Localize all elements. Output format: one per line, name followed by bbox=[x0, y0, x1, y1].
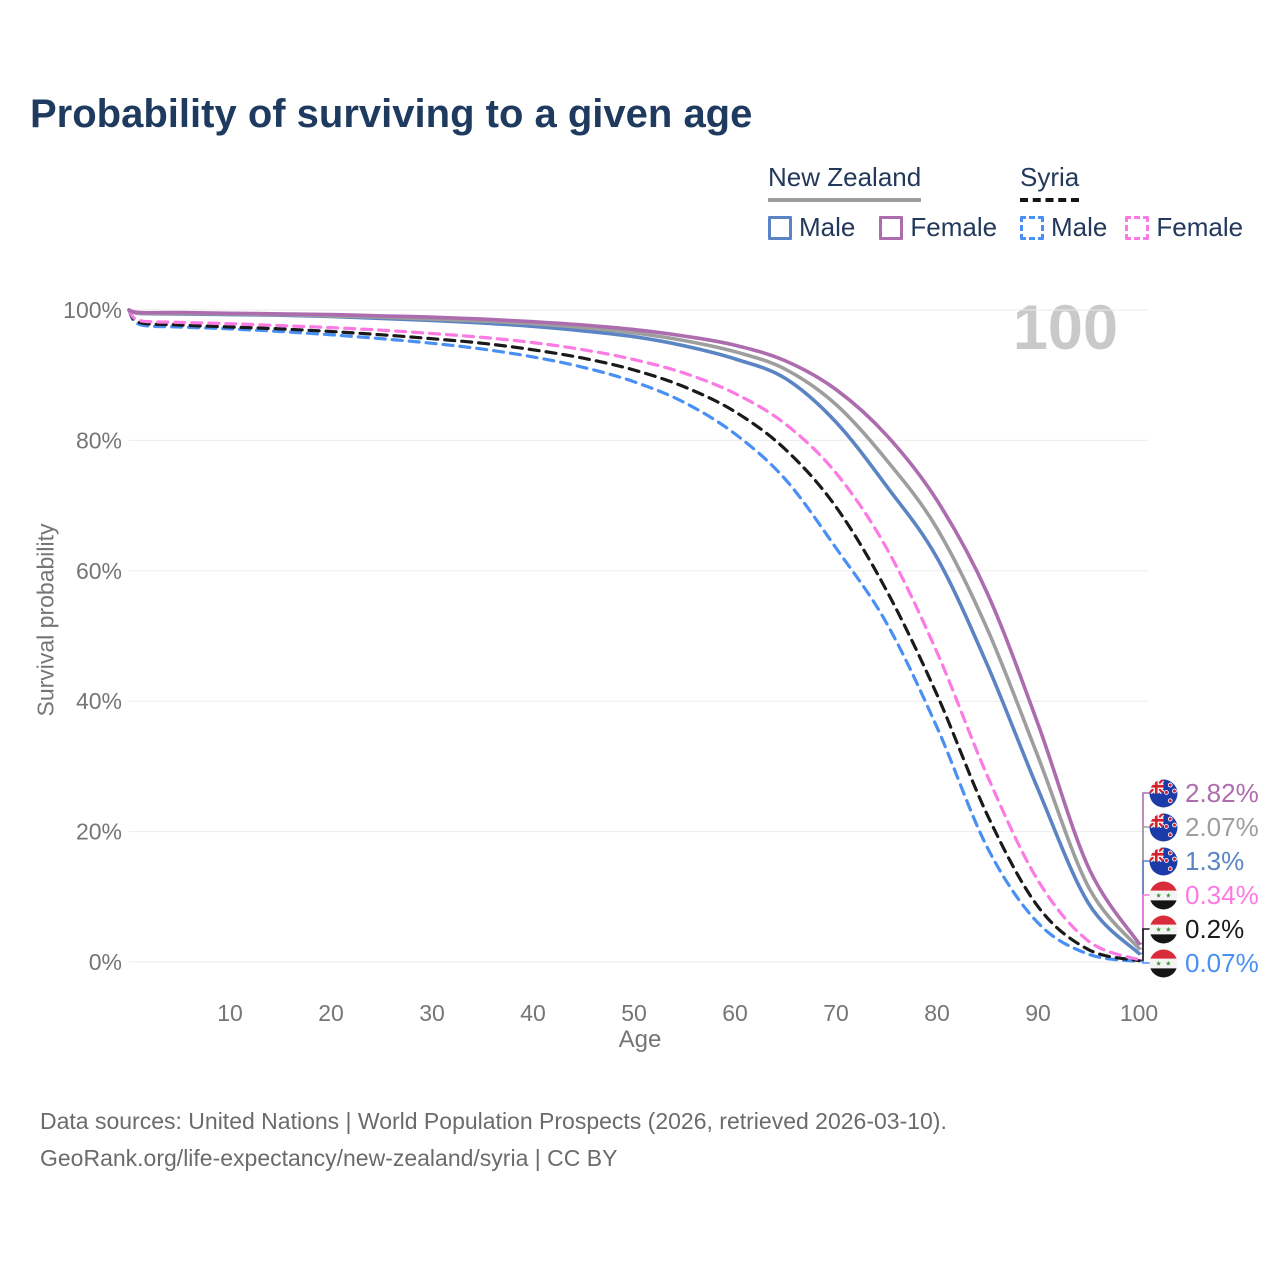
x-tick-label: 40 bbox=[520, 1000, 546, 1026]
survival-curve[interactable] bbox=[127, 308, 1141, 951]
survival-curve[interactable] bbox=[127, 308, 1141, 962]
x-tick-label: 100 bbox=[1120, 1000, 1158, 1026]
end-value: 0.2% bbox=[1185, 913, 1245, 944]
new-zealand-flag-icon bbox=[1149, 813, 1178, 842]
legend-items-new-zealand: Male Female bbox=[768, 212, 997, 243]
end-value: 0.34% bbox=[1185, 879, 1259, 910]
legend-items-syria: Male Female bbox=[1020, 212, 1243, 243]
legend-group-title-new-zealand[interactable]: New Zealand bbox=[768, 162, 922, 202]
legend-item-new-zealand-female[interactable]: Female bbox=[879, 212, 997, 243]
legend-group-title-syria[interactable]: Syria bbox=[1020, 162, 1080, 202]
x-tick-label: 60 bbox=[722, 1000, 748, 1026]
end-label-syria-male: 0.07% bbox=[1149, 948, 1259, 978]
y-tick-label: 40% bbox=[76, 688, 122, 714]
dashed-line-swatch-icon bbox=[1125, 215, 1150, 240]
end-label-connector bbox=[1140, 894, 1151, 961]
legend-item-label: Female bbox=[1156, 212, 1244, 242]
legend-item-label: Female bbox=[910, 212, 998, 242]
y-tick-label: 80% bbox=[76, 427, 122, 453]
end-value: 0.07% bbox=[1185, 947, 1259, 978]
survival-curve[interactable] bbox=[127, 308, 1141, 963]
y-tick-label: 100% bbox=[63, 297, 122, 323]
data-sources: Data sources: United Nations | World Pop… bbox=[40, 1103, 947, 1177]
solid-line-swatch-icon bbox=[879, 215, 904, 240]
hover-age-indicator: 100 bbox=[1012, 293, 1118, 363]
end-label-new-zealand-female: 2.82% bbox=[1149, 778, 1259, 808]
x-tick-label: 90 bbox=[1025, 1000, 1051, 1026]
data-sources-line2: GeoRank.org/life-expectancy/new-zealand/… bbox=[40, 1145, 618, 1171]
legend: New Zealand Male Female Syria Ma bbox=[0, 162, 1280, 242]
syria-flag-icon bbox=[1149, 881, 1178, 910]
x-tick-label: 80 bbox=[924, 1000, 950, 1026]
end-label-syria-both: 0.2% bbox=[1149, 914, 1244, 944]
end-label-new-zealand-both: 2.07% bbox=[1149, 812, 1259, 842]
legend-group-label-new-zealand: New Zealand bbox=[768, 162, 922, 192]
x-tick-label: 70 bbox=[823, 1000, 849, 1026]
new-zealand-flag-icon bbox=[1149, 847, 1178, 876]
legend-item-label: Male bbox=[799, 212, 856, 242]
dashed-line-swatch-icon bbox=[1020, 215, 1044, 240]
end-label-connector bbox=[1140, 960, 1151, 964]
x-tick-label: 10 bbox=[217, 1000, 243, 1026]
legend-item-syria-female[interactable]: Female bbox=[1125, 212, 1243, 243]
syria-flag-icon bbox=[1149, 949, 1178, 978]
y-axis-title: Survival probability bbox=[32, 523, 59, 717]
legend-item-syria-male[interactable]: Male bbox=[1020, 212, 1107, 243]
legend-group-new-zealand: New Zealand Male Female bbox=[768, 162, 997, 243]
data-sources-line1: Data sources: United Nations | World Pop… bbox=[40, 1108, 947, 1134]
x-tick-label: 30 bbox=[419, 1000, 445, 1026]
survival-curve[interactable] bbox=[127, 308, 1141, 946]
end-label-syria-female: 0.34% bbox=[1149, 880, 1259, 910]
y-tick-label: 0% bbox=[89, 949, 122, 975]
survival-curve[interactable] bbox=[127, 308, 1141, 964]
syria-flag-icon bbox=[1149, 915, 1178, 944]
legend-group-label-syria: Syria bbox=[1020, 162, 1080, 192]
legend-item-new-zealand-male[interactable]: Male bbox=[768, 212, 855, 243]
x-axis-title: Age bbox=[618, 1026, 662, 1053]
x-tick-label: 50 bbox=[621, 1000, 647, 1026]
end-value: 2.82% bbox=[1185, 777, 1259, 808]
legend-group-syria: Syria Male Female bbox=[1020, 162, 1243, 243]
y-tick-label: 20% bbox=[76, 819, 122, 845]
end-value: 2.07% bbox=[1185, 811, 1259, 842]
y-tick-label: 60% bbox=[76, 558, 122, 584]
end-label-new-zealand-male: 1.3% bbox=[1149, 846, 1244, 876]
new-zealand-flag-icon bbox=[1149, 779, 1178, 808]
x-tick-label: 20 bbox=[318, 1000, 344, 1026]
solid-line-swatch-icon bbox=[768, 215, 792, 240]
legend-item-label: Male bbox=[1051, 212, 1108, 242]
page-title: Probability of surviving to a given age bbox=[30, 92, 753, 136]
end-value: 1.3% bbox=[1185, 845, 1245, 876]
